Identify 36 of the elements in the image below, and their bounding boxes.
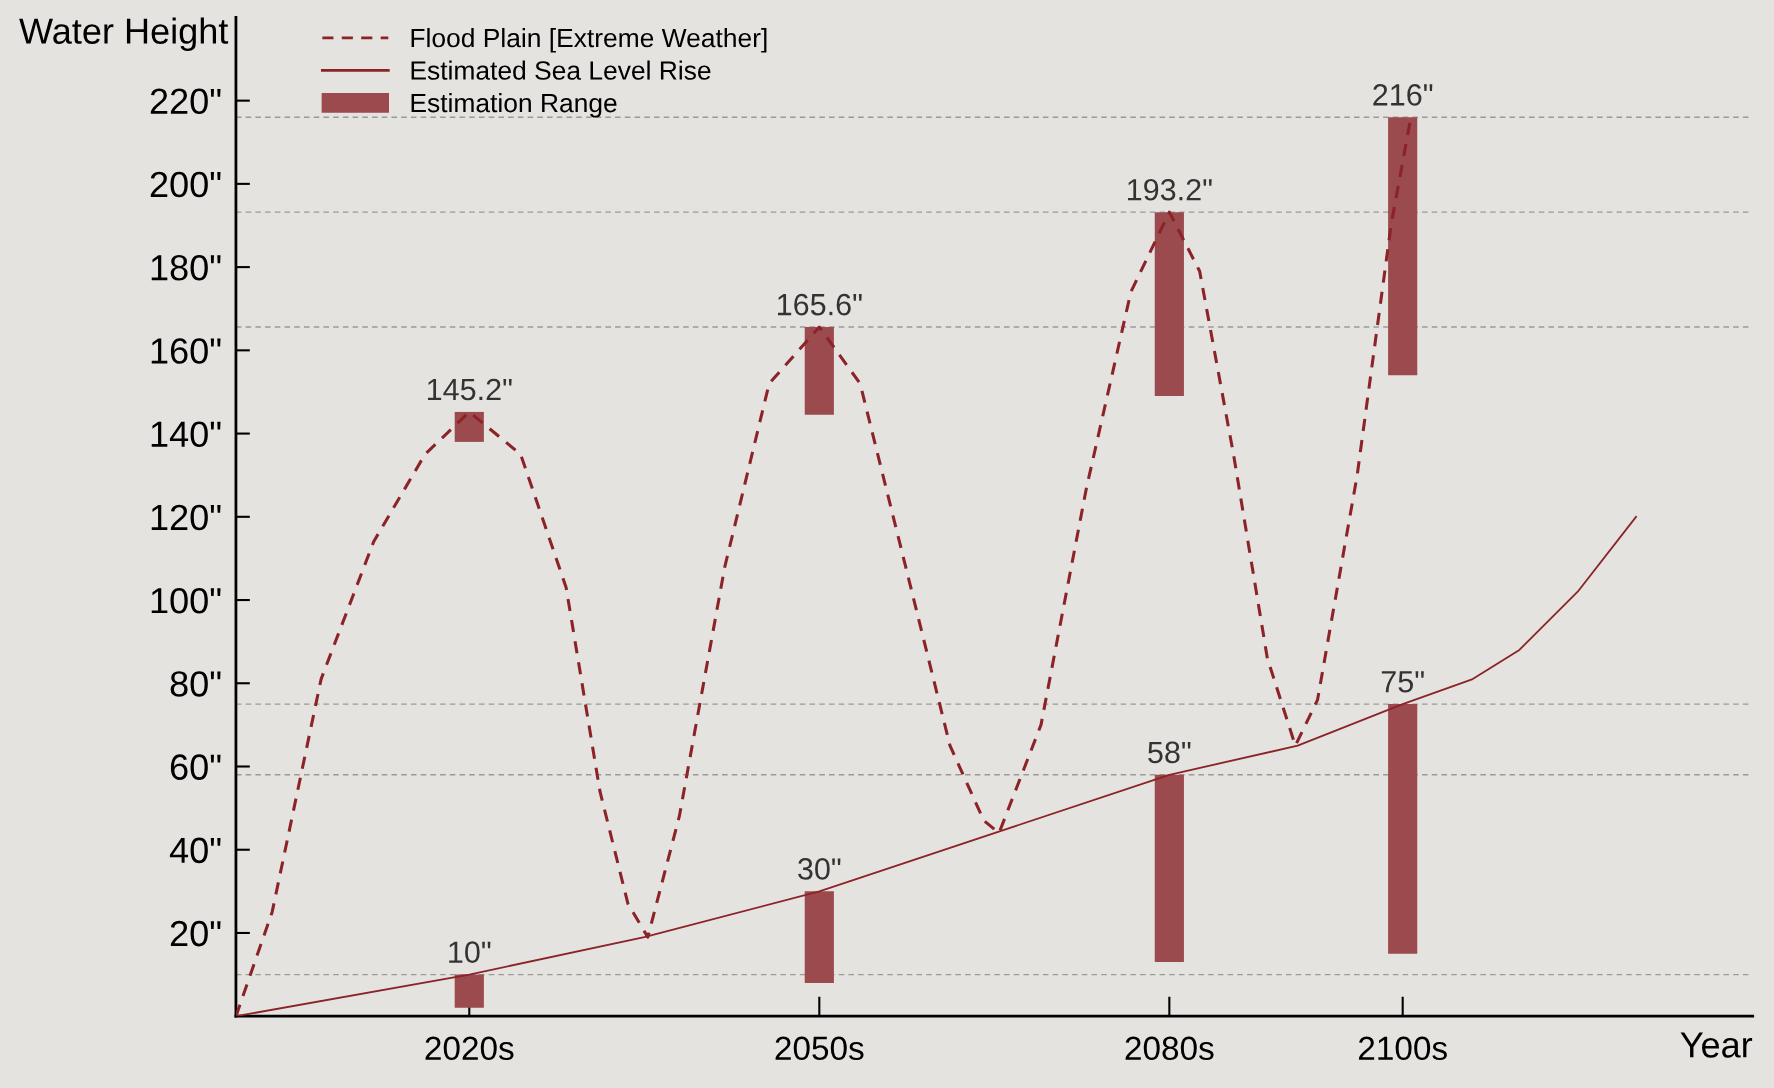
annotation: 193.2" [1128,178,1212,201]
y-axis-title: Water Height [19,17,229,52]
x-tick-label: 2020s [425,1036,514,1061]
annotation: 165.6" [777,293,862,316]
annotation: 30" [798,858,841,880]
y-tick-label: 220" [150,88,221,115]
y-tick-label: 80" [170,671,221,697]
y-tick-label: 60" [170,754,221,780]
bar [1154,212,1184,397]
x-tick-label: 2080s [1125,1036,1214,1061]
bar [454,974,484,1008]
y-tick-label: 140" [151,421,221,448]
legend-label: Flood Plain [Extreme Weather] [411,27,767,53]
bar [1154,774,1184,963]
y-tick-label: 200" [150,171,221,198]
y-tick-label: 160" [151,338,221,364]
legend-label: Estimation Range [411,93,617,118]
y-tick-label: 40" [169,837,221,864]
bar [1388,117,1418,376]
x-axis-title: Year [1680,1032,1753,1058]
y-tick-label: 20" [170,920,221,947]
legend-label: Estimated Sea Level Rise [411,60,711,80]
annotation: 75" [1381,671,1424,693]
bar [454,411,484,442]
bar [804,891,834,983]
annotation: 58" [1148,741,1191,764]
bar [804,327,834,415]
annotation: 216" [1373,84,1433,106]
x-tick-label: 2100s [1358,1036,1447,1061]
y-tick-label: 120" [151,504,221,531]
annotation: 10" [449,941,491,963]
y-tick-label: 180" [151,254,221,281]
y-tick-label: 100" [151,587,221,614]
annotation: 145.2" [427,378,512,401]
bar [1388,704,1418,954]
x-tick-label: 2050s [775,1036,864,1061]
